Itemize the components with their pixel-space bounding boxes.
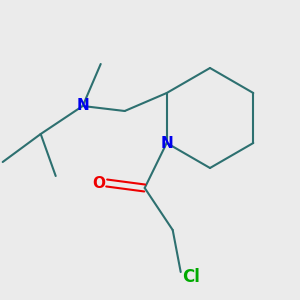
Text: O: O xyxy=(92,176,105,190)
Text: Cl: Cl xyxy=(182,268,200,286)
Text: N: N xyxy=(76,98,89,113)
Text: N: N xyxy=(160,136,173,151)
